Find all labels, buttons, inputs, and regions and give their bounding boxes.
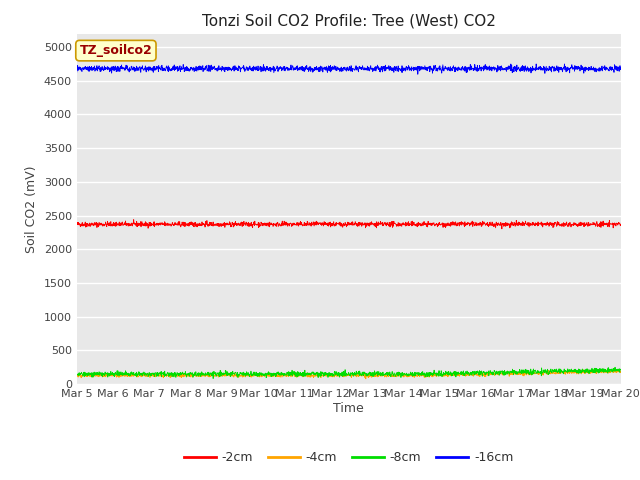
X-axis label: Time: Time — [333, 402, 364, 415]
Title: Tonzi Soil CO2 Profile: Tree (West) CO2: Tonzi Soil CO2 Profile: Tree (West) CO2 — [202, 13, 496, 28]
Text: TZ_soilco2: TZ_soilco2 — [79, 44, 152, 57]
Y-axis label: Soil CO2 (mV): Soil CO2 (mV) — [25, 165, 38, 252]
Legend: -2cm, -4cm, -8cm, -16cm: -2cm, -4cm, -8cm, -16cm — [179, 446, 518, 469]
